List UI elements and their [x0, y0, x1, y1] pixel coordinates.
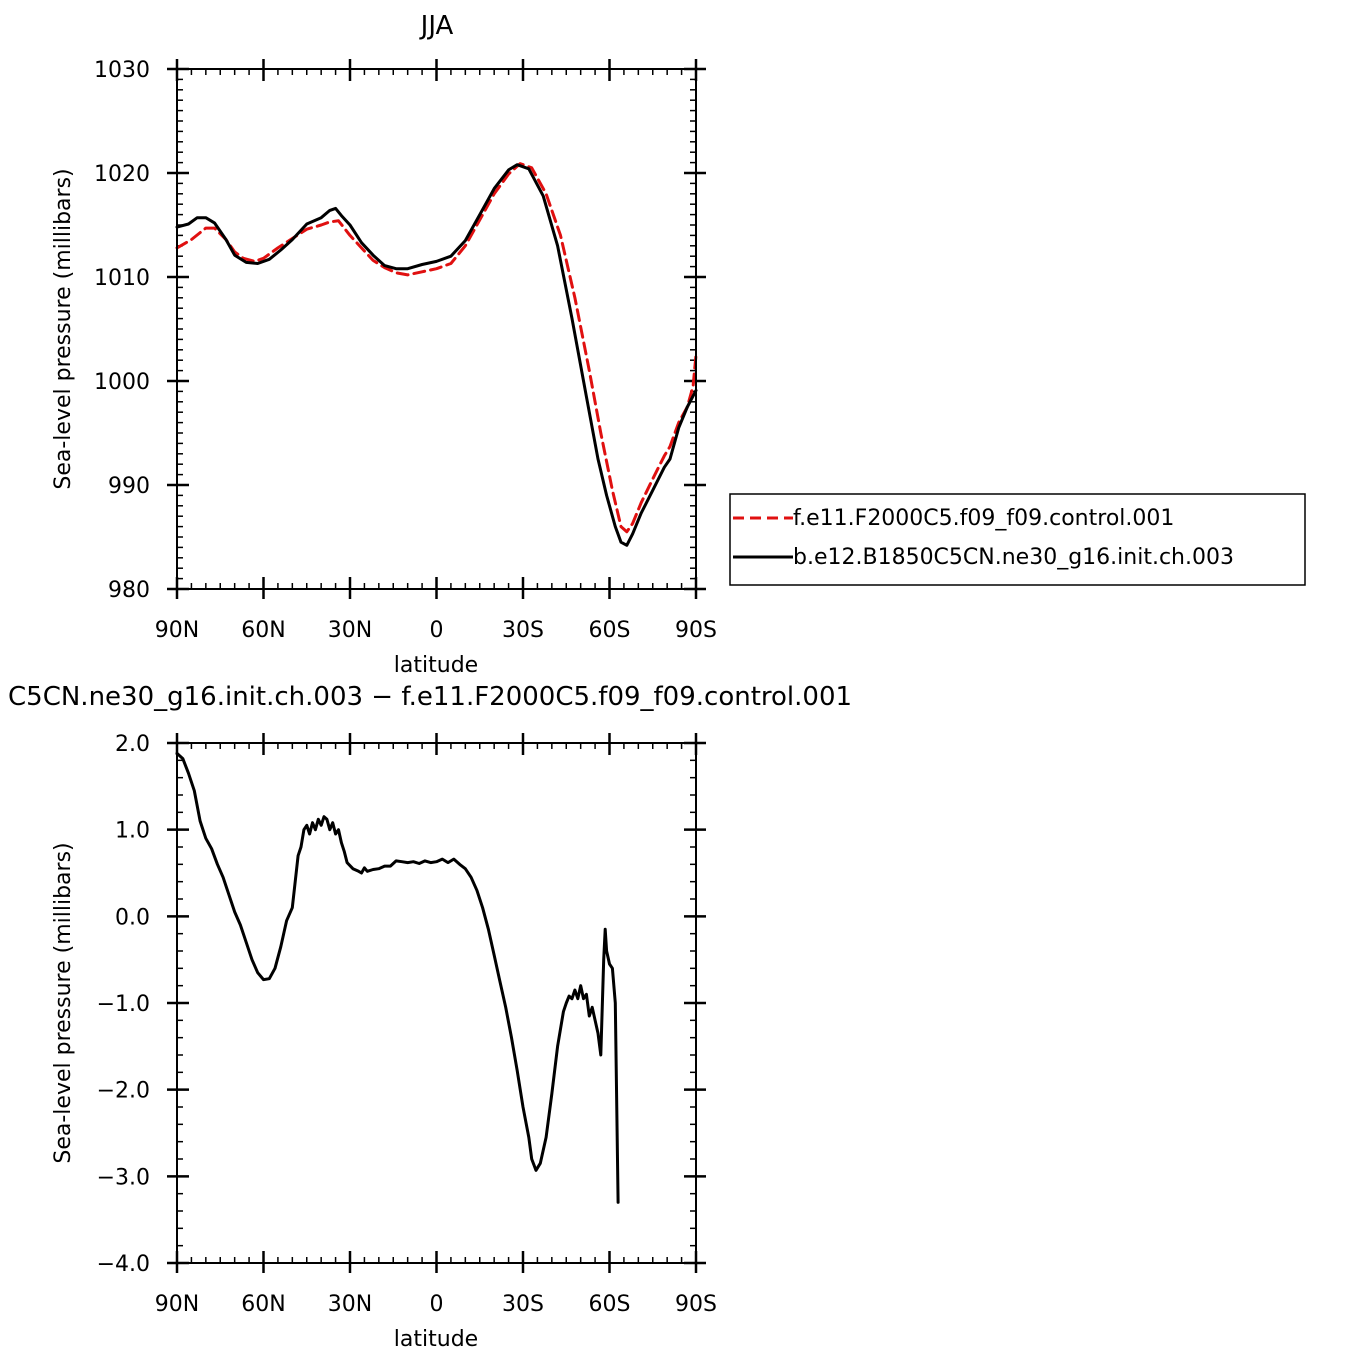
chart-bottom-plot-frame	[176, 742, 697, 1264]
chart-bottom: C5CN.ne30_g16.init.ch.003 − f.e11.F2000C…	[8, 682, 852, 1352]
chart-top-tick-labels: 980 990 1000 1010 1020 1030 90N 60N 30N 0 30S 60S 90…	[94, 58, 717, 643]
chart-top-title: JJA	[419, 11, 454, 41]
x-tick-label: 90S	[675, 1292, 717, 1317]
x-tick-label: 30S	[502, 618, 544, 643]
x-tick-label: 90N	[155, 618, 199, 643]
x-tick-label: 90N	[155, 1292, 199, 1317]
y-tick-label: 1000	[94, 370, 150, 395]
x-tick-label: 30S	[502, 1292, 544, 1317]
y-tick-label: 1.0	[115, 819, 150, 844]
x-tick-label: 0	[430, 618, 444, 643]
legend-item-coupled: b.e12.B1850C5CN.ne30_g16.init.ch.003	[733, 545, 1234, 570]
legend-label-control: f.e11.F2000C5.f09_f09.control.001	[793, 506, 1174, 531]
legend-label-coupled: b.e12.B1850C5CN.ne30_g16.init.ch.003	[793, 545, 1234, 570]
x-tick-label: 0	[430, 1292, 444, 1317]
legend-box	[729, 493, 1306, 586]
y-tick-label: 1030	[94, 58, 150, 83]
y-tick-label: 0.0	[115, 905, 150, 930]
x-tick-label: 60N	[241, 1292, 285, 1317]
x-tick-label: 90S	[675, 618, 717, 643]
chart-top-y-axis-label: Sea-level pressure (millibars)	[51, 168, 76, 489]
series-line-2	[175, 163, 698, 547]
y-tick-label: 1020	[94, 162, 150, 187]
x-tick-label: 60S	[589, 1292, 631, 1317]
y-tick-label: 980	[108, 578, 150, 603]
y-tick-label: −4.0	[97, 1252, 150, 1277]
chart-bottom-title: C5CN.ne30_g16.init.ch.003 − f.e11.F2000C…	[8, 682, 852, 712]
legend-item-control: f.e11.F2000C5.f09_f09.control.001	[733, 506, 1174, 531]
chart-top-series	[175, 162, 698, 547]
chart-top-ticks	[167, 59, 706, 599]
chart-bottom-y-axis-label: Sea-level pressure (millibars)	[51, 842, 76, 1163]
y-tick-label: −2.0	[97, 1079, 150, 1104]
x-tick-label: 30N	[328, 1292, 372, 1317]
y-tick-label: 1010	[94, 266, 150, 291]
series-line-1	[175, 162, 698, 534]
chart-bottom-tick-labels: −4.0 −3.0 −2.0 −1.0 0.0 1.0 2.0 90N 60N 30N 0 30S 60…	[97, 732, 717, 1317]
chart-top-x-axis-label: latitude	[394, 653, 478, 678]
x-tick-label: 60S	[589, 618, 631, 643]
y-tick-label: 2.0	[115, 732, 150, 757]
y-tick-label: −1.0	[97, 992, 150, 1017]
x-tick-label: 30N	[328, 618, 372, 643]
y-tick-label: 990	[108, 474, 150, 499]
chart-bottom-x-axis-label: latitude	[394, 1327, 478, 1352]
y-tick-label: −3.0	[97, 1165, 150, 1190]
chart-bottom-series	[175, 751, 620, 1204]
chart-top: JJA Sea-level pressure (millibars) latit…	[51, 11, 1306, 678]
chart-top-plot-frame	[176, 68, 697, 590]
x-tick-label: 60N	[241, 618, 285, 643]
series-line-1	[175, 751, 620, 1204]
chart-bottom-ticks	[167, 733, 706, 1273]
chart-top-legend: f.e11.F2000C5.f09_f09.control.001 b.e12.…	[729, 493, 1306, 586]
